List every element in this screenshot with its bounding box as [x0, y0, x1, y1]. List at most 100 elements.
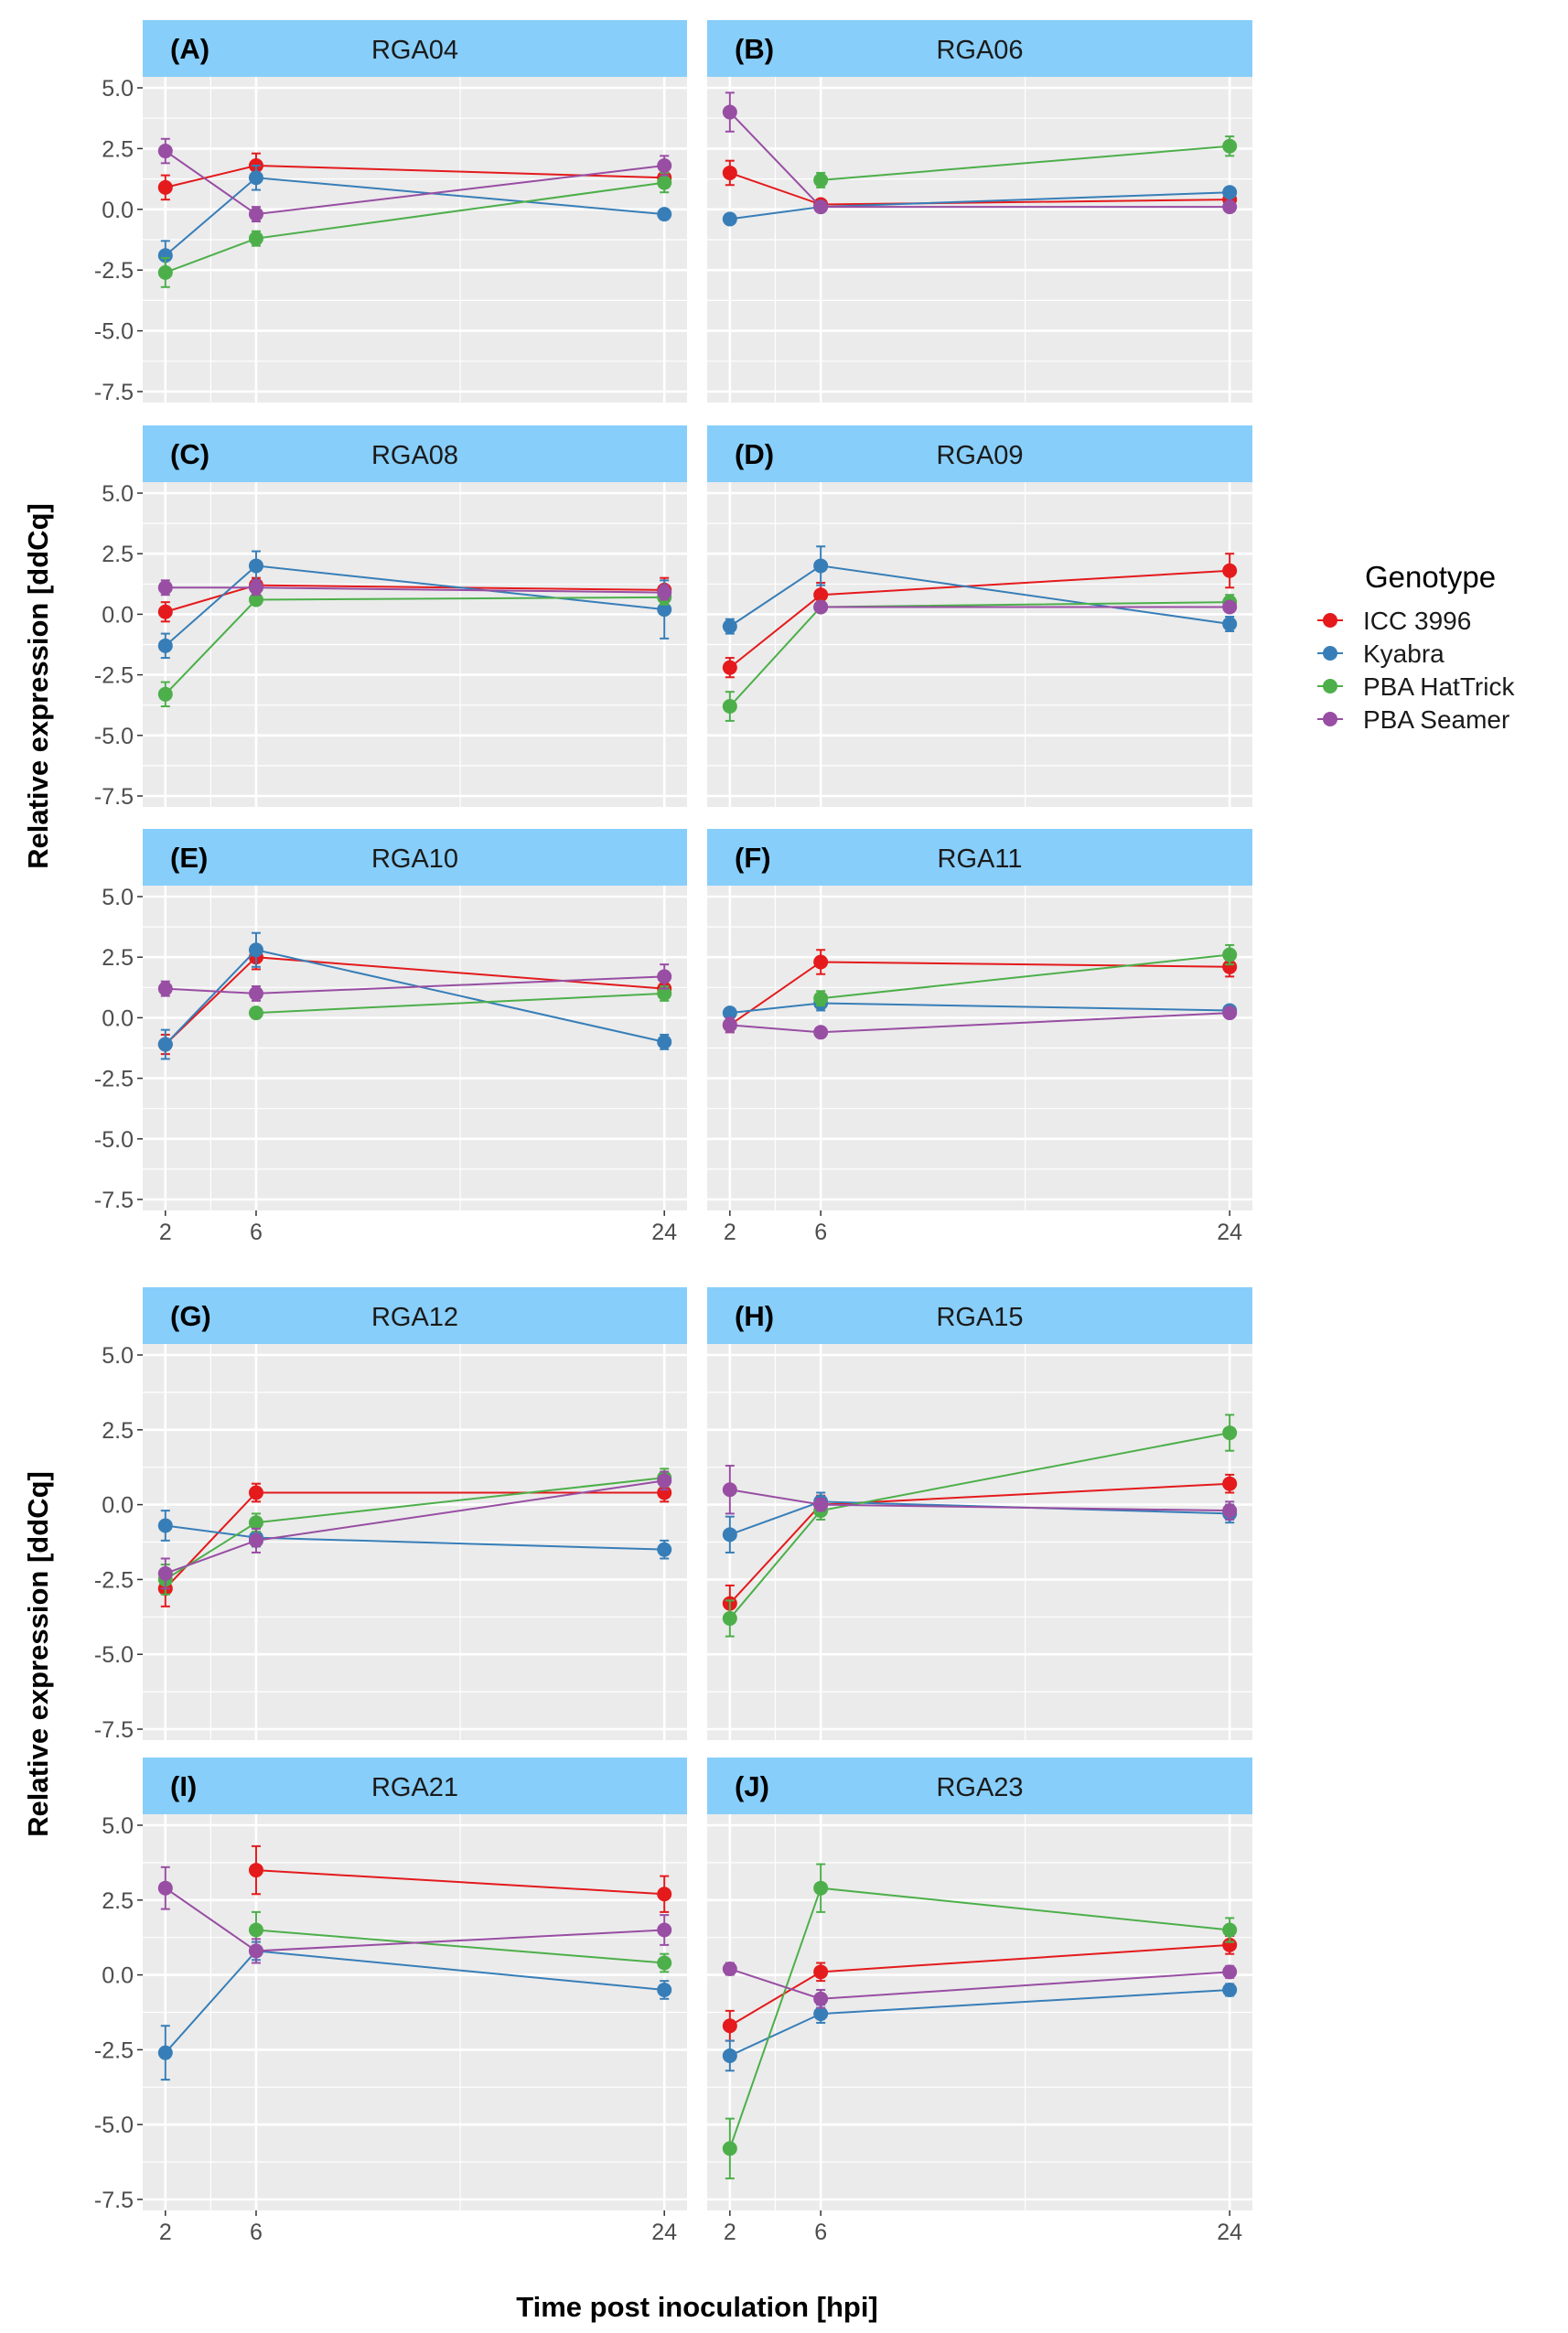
data-point [657, 1955, 672, 1971]
y-axis-title: Relative expression [ddCq] [22, 503, 54, 869]
series-pba-seamer [722, 1465, 1238, 1521]
data-point [657, 602, 672, 618]
data-point [722, 1610, 737, 1626]
data-point [248, 207, 263, 222]
y-tick-label: -5.0 [94, 1127, 134, 1153]
data-point [157, 144, 173, 159]
data-point [1222, 1476, 1238, 1491]
data-point [813, 2006, 829, 2022]
panel-rga23: (J) RGA23 2 6 24 [707, 1758, 1252, 2245]
data-point [1222, 138, 1238, 154]
panel-rga21: (I) RGA21 5.0 2.5 0.0 -2.5 -5.0 -7.5 2 6 24 [94, 1758, 687, 2245]
data-point [248, 1485, 263, 1500]
panel-title: RGA15 [936, 1303, 1023, 1332]
series-pba-seamer [157, 1865, 672, 1964]
series-pba-seamer [157, 963, 672, 1002]
panel-strip [707, 1287, 1252, 1344]
data-point [1222, 563, 1238, 578]
series-pba-seamer [722, 1005, 1238, 1040]
data-point [813, 1497, 829, 1512]
data-point [813, 172, 829, 188]
y-tick-label: 5.0 [102, 1813, 134, 1839]
data-point [157, 604, 173, 619]
data-point [1222, 947, 1238, 962]
series-line [821, 145, 1230, 181]
series-pba-hattrick [157, 171, 672, 288]
data-point [813, 1964, 829, 1980]
series-pba-hattrick [248, 1910, 672, 1973]
data-point [157, 264, 173, 280]
chart-panels: (A) RGA04 5.0 2.5 0.0 -2.5 -5.0 -7.5 (B) RGA06 (C)… [94, 20, 1252, 2245]
data-point [657, 175, 672, 190]
series-line [255, 992, 665, 1015]
data-point [248, 942, 263, 958]
panel-title: RGA21 [371, 1773, 458, 1802]
panel-strip [707, 1758, 1252, 1814]
data-point [248, 170, 263, 186]
legend-key-dot [1323, 646, 1337, 661]
data-point [248, 1005, 263, 1021]
panel-letter: (E) [170, 842, 208, 874]
panel-title: RGA04 [371, 36, 458, 65]
data-point [157, 2045, 173, 2060]
panel-title: RGA23 [936, 1773, 1023, 1802]
data-point [157, 1518, 173, 1533]
panel-strip [707, 425, 1252, 482]
data-point [813, 558, 829, 574]
legend-label: ICC 3996 [1363, 607, 1471, 635]
panel-title: RGA08 [371, 441, 458, 470]
data-point [157, 1565, 173, 1581]
data-point [157, 580, 173, 596]
data-point [657, 1473, 672, 1489]
x-tick-label: 24 [1217, 1220, 1242, 1245]
data-point [157, 248, 173, 263]
data-point [722, 1962, 737, 1977]
y-tick-label: -2.5 [94, 258, 134, 284]
panel-strip [143, 1287, 687, 1344]
x-tick-label: 24 [651, 2220, 677, 2245]
data-point [813, 1991, 829, 2006]
data-point [813, 1025, 829, 1040]
y-tick-label: 2.5 [102, 945, 134, 971]
data-point [248, 1922, 263, 1938]
y-axis-title-lower: Relative expression [ddCq] [22, 1471, 54, 1837]
data-point [657, 585, 672, 600]
data-point [722, 699, 737, 715]
data-point [657, 1542, 672, 1557]
x-tick-label: 6 [814, 2220, 827, 2245]
data-point [657, 1982, 672, 1997]
y-tick-label: -7.5 [94, 2188, 134, 2213]
y-tick-label: -7.5 [94, 784, 134, 810]
data-point [1222, 1964, 1238, 1980]
panel-letter: (A) [170, 33, 209, 65]
y-tick-label: -2.5 [94, 663, 134, 689]
panel-letter: (H) [735, 1300, 774, 1332]
x-tick-label: 24 [651, 1220, 677, 1245]
panel-rga04: (A) RGA04 5.0 2.5 0.0 -2.5 -5.0 -7.5 [94, 20, 687, 405]
y-tick-label: 5.0 [102, 76, 134, 102]
data-point [248, 592, 263, 607]
legend-key-dot [1323, 712, 1337, 726]
panel-letter: (I) [170, 1770, 197, 1802]
data-point [1222, 1005, 1238, 1021]
panel-rga09: (D) RGA09 [707, 425, 1252, 807]
series-pba-hattrick [813, 943, 1238, 1007]
series-line [255, 1869, 665, 1896]
series-line [821, 953, 1230, 1000]
panel-strip [143, 829, 687, 886]
data-point [248, 231, 263, 246]
data-point [722, 165, 737, 180]
data-point [722, 104, 737, 120]
panel-strip [143, 1758, 687, 1814]
x-tick-label: 2 [159, 2220, 172, 2245]
y-tick-label: 0.0 [102, 198, 134, 223]
y-tick-label: -7.5 [94, 1717, 134, 1743]
y-tick-label: 2.5 [102, 1888, 134, 1914]
x-tick-label: 24 [1217, 2220, 1242, 2245]
series-pba-hattrick [722, 1863, 1238, 2180]
x-tick-label: 2 [724, 2220, 736, 2245]
data-point [813, 954, 829, 970]
data-point [813, 991, 829, 1006]
series-pba-seamer [157, 1470, 672, 1590]
series-pba-seamer [813, 599, 1238, 615]
